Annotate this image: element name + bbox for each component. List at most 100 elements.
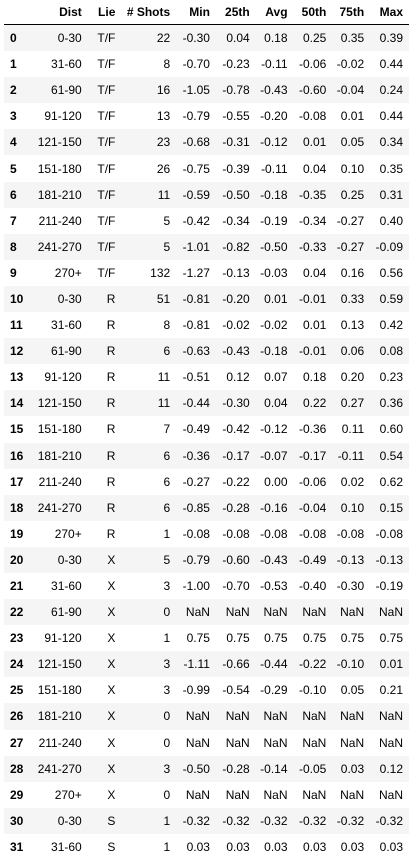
avg-cell: -0.53 — [256, 573, 294, 599]
dist-cell: 0-30 — [38, 286, 88, 312]
p50-cell: 0.22 — [294, 390, 333, 416]
avg-cell: -0.43 — [256, 547, 294, 573]
p75-cell: 0.35 — [332, 25, 370, 52]
min-cell: -0.68 — [176, 129, 216, 155]
p75-cell: 0.03 — [332, 756, 370, 782]
p25-cell: -0.42 — [216, 416, 256, 442]
header-25th: 25th — [216, 0, 256, 25]
row-index: 10 — [4, 286, 38, 312]
avg-cell: -0.19 — [256, 208, 294, 234]
dist-cell: 91-120 — [38, 103, 88, 129]
p25-cell: 0.04 — [216, 25, 256, 52]
dist-cell: 241-270 — [38, 234, 88, 260]
max-cell: 0.39 — [370, 25, 409, 52]
min-cell: -0.79 — [176, 547, 216, 573]
header-avg: Avg — [256, 0, 294, 25]
shots-cell: 8 — [121, 312, 176, 338]
shots-cell: 1 — [121, 625, 176, 651]
shots-cell: 22 — [121, 25, 176, 52]
dist-cell: 241-270 — [38, 495, 88, 521]
max-cell: 0.54 — [370, 443, 409, 469]
table-header: Dist Lie # Shots Min 25th Avg 50th 75th … — [4, 0, 409, 25]
min-cell: -0.79 — [176, 103, 216, 129]
avg-cell: -0.11 — [256, 155, 294, 181]
shots-cell: 5 — [121, 547, 176, 573]
p75-cell: 0.06 — [332, 338, 370, 364]
avg-cell: -0.50 — [256, 234, 294, 260]
p75-cell: 0.13 — [332, 312, 370, 338]
shots-cell: 3 — [121, 677, 176, 703]
min-cell: -0.49 — [176, 416, 216, 442]
dist-cell: 270+ — [38, 782, 88, 808]
p25-cell: NaN — [216, 782, 256, 808]
shots-cell: 23 — [121, 129, 176, 155]
min-cell: 0.75 — [176, 625, 216, 651]
p75-cell: NaN — [332, 782, 370, 808]
p50-cell: -0.22 — [294, 651, 333, 677]
p75-cell: 0.16 — [332, 260, 370, 286]
row-index: 0 — [4, 25, 38, 52]
shots-cell: 13 — [121, 103, 176, 129]
p50-cell: 0.03 — [294, 834, 333, 860]
avg-cell: 0.01 — [256, 286, 294, 312]
lie-cell: T/F — [88, 25, 122, 52]
min-cell: -0.42 — [176, 208, 216, 234]
p25-cell: -0.54 — [216, 677, 256, 703]
avg-cell: -0.29 — [256, 677, 294, 703]
shots-cell: 1 — [121, 808, 176, 834]
max-cell: 0.62 — [370, 469, 409, 495]
p25-cell: -0.22 — [216, 469, 256, 495]
min-cell: -0.81 — [176, 286, 216, 312]
max-cell: NaN — [370, 703, 409, 729]
header-75th: 75th — [332, 0, 370, 25]
p50-cell: 0.75 — [294, 625, 333, 651]
row-index: 28 — [4, 756, 38, 782]
max-cell: 0.03 — [370, 834, 409, 860]
lie-cell: R — [88, 364, 122, 390]
lie-cell: R — [88, 390, 122, 416]
avg-cell: -0.12 — [256, 416, 294, 442]
row-index: 16 — [4, 443, 38, 469]
row-index: 22 — [4, 599, 38, 625]
row-index: 26 — [4, 703, 38, 729]
header-row: Dist Lie # Shots Min 25th Avg 50th 75th … — [4, 0, 409, 25]
min-cell: -1.00 — [176, 573, 216, 599]
lie-cell: T/F — [88, 182, 122, 208]
max-cell: 0.12 — [370, 756, 409, 782]
avg-cell: 0.75 — [256, 625, 294, 651]
avg-cell: NaN — [256, 599, 294, 625]
shots-cell: 0 — [121, 782, 176, 808]
shots-cell: 11 — [121, 364, 176, 390]
shots-cell: 6 — [121, 338, 176, 364]
dist-cell: 61-90 — [38, 77, 88, 103]
p25-cell: -0.20 — [216, 286, 256, 312]
row-index: 29 — [4, 782, 38, 808]
p50-cell: 0.01 — [294, 129, 333, 155]
lie-cell: X — [88, 756, 122, 782]
min-cell: NaN — [176, 599, 216, 625]
header-max: Max — [370, 0, 409, 25]
row-index: 18 — [4, 495, 38, 521]
row-index: 24 — [4, 651, 38, 677]
dist-cell: 61-90 — [38, 599, 88, 625]
lie-cell: T/F — [88, 208, 122, 234]
lie-cell: X — [88, 677, 122, 703]
shots-cell: 16 — [121, 77, 176, 103]
avg-cell: -0.08 — [256, 521, 294, 547]
avg-cell: 0.07 — [256, 364, 294, 390]
min-cell: -1.01 — [176, 234, 216, 260]
dist-cell: 0-30 — [38, 25, 88, 52]
p75-cell: 0.11 — [332, 416, 370, 442]
p50-cell: -0.40 — [294, 573, 333, 599]
p50-cell: -0.08 — [294, 521, 333, 547]
avg-cell: -0.03 — [256, 260, 294, 286]
row-index: 11 — [4, 312, 38, 338]
lie-cell: R — [88, 286, 122, 312]
avg-cell: -0.44 — [256, 651, 294, 677]
